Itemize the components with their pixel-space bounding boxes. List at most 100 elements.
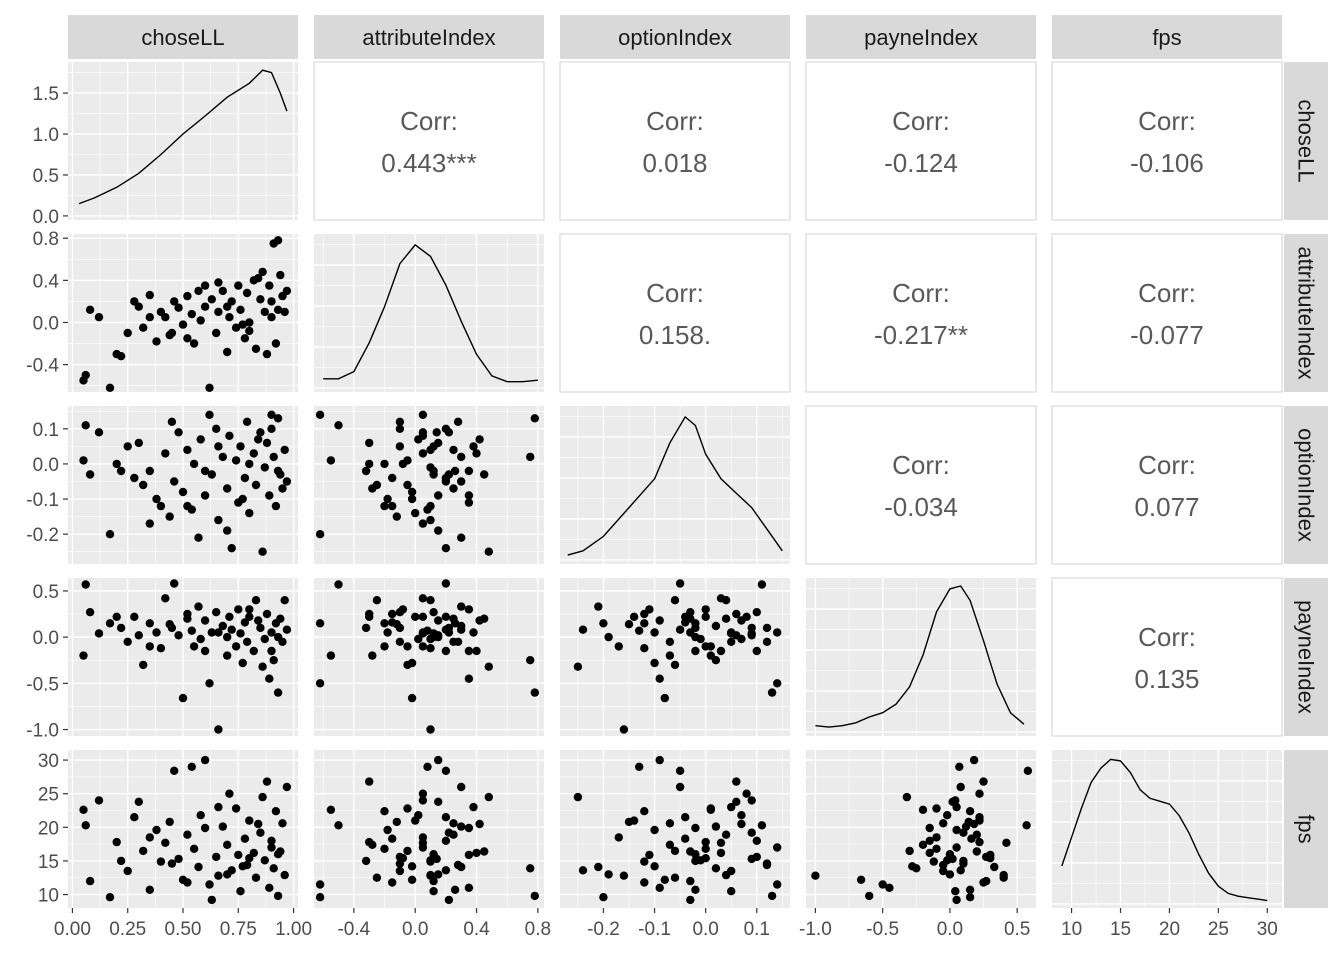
scatter-point — [258, 547, 267, 556]
scatter-point — [423, 762, 432, 771]
y-tick-label: 15 — [38, 852, 59, 873]
scatter-point — [711, 656, 721, 665]
scatter-point — [721, 596, 731, 605]
scatter-point — [205, 410, 214, 419]
scatter-point — [675, 766, 685, 775]
scatter-point — [334, 580, 343, 589]
scatter-point — [952, 802, 961, 812]
scatter-point — [675, 782, 685, 792]
y-tick-label: -0.4 — [26, 356, 59, 377]
x-tick-label: 0.25 — [109, 919, 146, 940]
x-tick-label: 0.0 — [937, 919, 963, 940]
scatter-point — [691, 850, 700, 859]
scatter-point — [411, 816, 420, 825]
scatter-point — [388, 878, 397, 887]
scatter-point — [251, 480, 261, 490]
scatter-point — [170, 579, 179, 588]
scatter-point — [116, 352, 126, 361]
scatter-point — [403, 804, 412, 813]
scatter-point — [145, 833, 154, 842]
panel-grid — [314, 578, 544, 736]
scatter-point — [975, 789, 984, 798]
panel-grid — [560, 406, 790, 564]
scatter-point — [418, 833, 428, 842]
scatter-point — [573, 792, 583, 802]
corr-value: 0.158. — [639, 320, 711, 350]
scatter-point — [441, 477, 451, 486]
scatter-point — [418, 642, 428, 651]
strip-row-label-payneIndex: payneIndex — [1294, 600, 1319, 714]
y-tick-label: 1.5 — [33, 84, 59, 105]
scatter-point — [670, 846, 680, 856]
scatter-point — [225, 789, 234, 798]
scatter-point — [326, 456, 336, 465]
scatter-point — [640, 609, 649, 619]
scatter-point — [187, 762, 196, 771]
scatter-point — [392, 512, 401, 521]
scatter-point — [472, 449, 481, 458]
scatter-point — [200, 646, 210, 656]
scatter-point — [365, 609, 374, 619]
scatter-point — [599, 893, 608, 902]
scatter-point — [134, 797, 143, 806]
scatter-point — [212, 852, 221, 862]
scatter-point — [170, 477, 179, 486]
scatter-point — [449, 637, 458, 646]
scatter-point — [635, 762, 644, 771]
scatter-point — [945, 850, 955, 859]
scatter-point — [457, 782, 466, 792]
x-tick-label: 0.5 — [1004, 919, 1030, 940]
scatter-point — [757, 821, 767, 830]
scatter-point — [418, 789, 428, 798]
x-tick-label: 10 — [1061, 919, 1082, 940]
scatter-point — [925, 823, 934, 833]
scatter-point — [214, 802, 223, 812]
panel-attributeIndex-vs-payneIndex: Corr: -0.217** — [805, 233, 1037, 393]
scatter-point — [665, 819, 675, 828]
scatter-point — [681, 834, 690, 843]
scatter-point — [183, 445, 192, 455]
scatter-point — [645, 850, 654, 860]
scatter-point — [388, 609, 397, 619]
x-tick-label: 0.75 — [220, 919, 257, 940]
scatter-point — [604, 870, 613, 879]
scatter-point — [267, 313, 276, 322]
scatter-point — [742, 789, 751, 798]
scatter-point — [200, 755, 210, 765]
panel-optionIndex-vs-optionIndex — [560, 406, 790, 564]
scatter-point — [999, 870, 1008, 880]
scatter-point — [205, 383, 214, 392]
scatter-point — [254, 616, 263, 625]
scatter-point — [212, 608, 221, 617]
scatter-point — [469, 802, 478, 812]
scatter-point — [398, 605, 408, 614]
strip-col-label-payneIndex: payneIndex — [864, 25, 978, 50]
scatter-point — [457, 452, 466, 462]
scatter-point — [238, 320, 247, 329]
scatter-point — [130, 473, 139, 483]
panel-grid — [806, 750, 1036, 908]
strip-col-label-optionIndex: optionIndex — [618, 25, 732, 50]
scatter-point — [757, 580, 767, 589]
scatter-point — [407, 693, 417, 703]
scatter-point — [123, 866, 132, 876]
scatter-point — [105, 530, 115, 539]
panel-layer: Corr: 0.443*** Corr: 0.018 Corr: -0.124 Corr: -… — [68, 61, 1283, 908]
scatter-point — [112, 837, 121, 847]
scatter-point — [418, 519, 428, 528]
scatter-point — [457, 477, 466, 486]
scatter-point — [380, 642, 389, 651]
scatter-point — [260, 634, 269, 644]
scatter-point — [214, 442, 223, 451]
y-tick-label: -0.5 — [26, 674, 59, 695]
scatter-point — [614, 642, 623, 651]
scatter-point — [315, 679, 325, 688]
scatter-point — [81, 580, 90, 589]
scatter-point — [773, 679, 782, 688]
scatter-point — [932, 833, 941, 842]
scatter-point — [273, 632, 283, 642]
scatter-point — [251, 344, 261, 353]
scatter-point — [227, 544, 236, 553]
panel-grid — [560, 750, 790, 908]
scatter-point — [105, 383, 115, 392]
